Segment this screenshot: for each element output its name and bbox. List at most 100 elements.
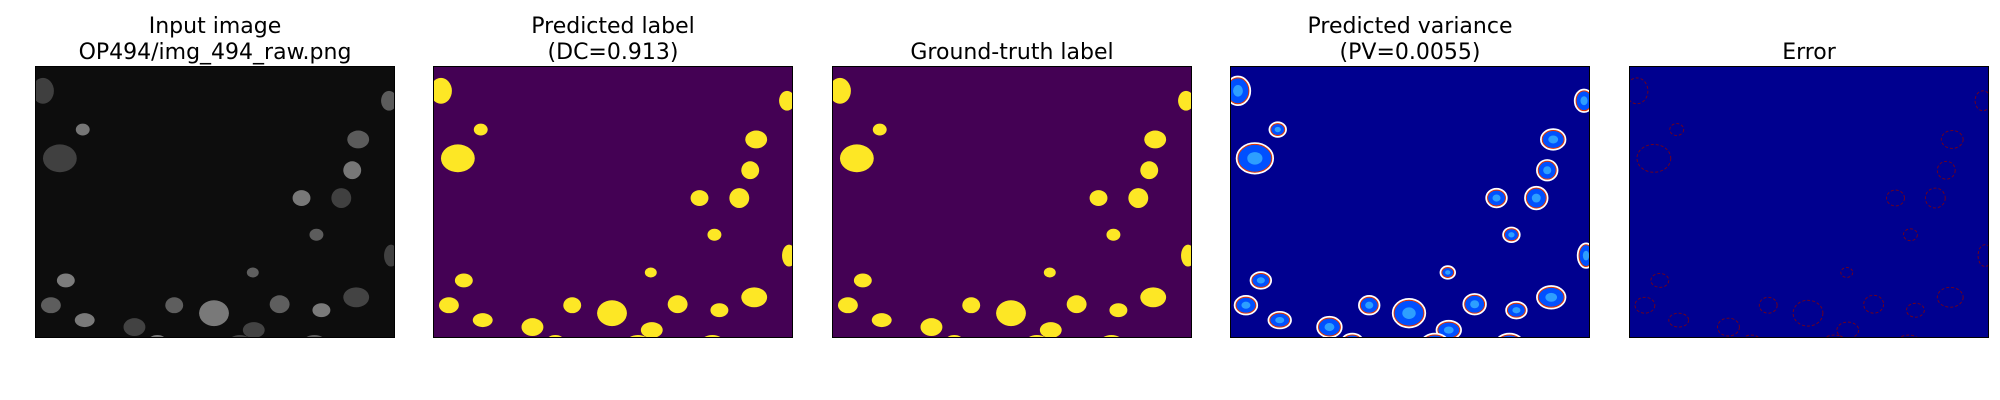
nucleus-mask: [1140, 161, 1159, 180]
variance-ring: [1423, 332, 1447, 337]
nucleus-blob: [269, 295, 290, 314]
variance-edge: [1426, 334, 1444, 337]
nucleus-mask: [1028, 335, 1045, 337]
title-line-2: OP494/img_494_raw.png: [78, 40, 352, 65]
nucleus-blob: [150, 335, 164, 337]
nucleus-mask: [1128, 188, 1149, 208]
nucleus-blob: [381, 90, 394, 111]
error-contour: [1863, 294, 1885, 314]
error-contour: [1977, 244, 1988, 267]
variance-core: [1324, 323, 1335, 332]
nucleus-mask: [1066, 295, 1087, 314]
nucleus-mask: [438, 297, 459, 314]
error-contour: [1974, 90, 1988, 112]
title-line-1: Predicted variance: [1307, 14, 1513, 39]
error-image: [1629, 66, 1989, 338]
nucleus-mask: [434, 77, 452, 104]
nucleus-mask: [667, 295, 688, 314]
predicted-label-canvas: [434, 67, 792, 337]
variance-edge: [1500, 334, 1519, 337]
title-line-1: Ground-truth label: [910, 40, 1114, 65]
variance-edge: [1270, 123, 1286, 136]
nucleus-mask: [707, 228, 722, 241]
nucleus-mask: [1181, 244, 1191, 267]
variance-edge: [1487, 189, 1506, 207]
error-contour: [1825, 334, 1843, 337]
nucleus-mask: [741, 161, 760, 180]
nucleus-mask: [1106, 228, 1121, 241]
error-contour: [1630, 77, 1649, 105]
variance-core: [1545, 292, 1558, 302]
variance-core: [1247, 152, 1263, 165]
variance-core: [1402, 307, 1416, 319]
panel-title-error: Error: [1629, 10, 1989, 66]
variance-edge: [1269, 312, 1291, 328]
variance-edge: [1235, 296, 1257, 314]
error-contour: [1668, 312, 1690, 328]
panel-title-predicted-label: Predicted label (DC=0.913): [433, 10, 793, 66]
nucleus-mask: [1140, 287, 1167, 308]
nucleus-mask: [710, 303, 729, 318]
nucleus-mask: [629, 335, 646, 337]
input-image-canvas: [36, 67, 394, 337]
error-contour: [1743, 334, 1759, 337]
variance-core: [1445, 270, 1451, 275]
nucleus-mask: [704, 335, 721, 337]
panel-title-predicted-variance: Predicted variance (PV=0.0055): [1230, 10, 1590, 66]
variance-edge: [1344, 334, 1360, 337]
input-image: [35, 66, 395, 338]
nucleus-mask: [440, 144, 475, 173]
nucleus-mask: [872, 123, 887, 136]
ground-truth-label-image: [832, 66, 1192, 338]
nucleus-mask: [1109, 303, 1128, 318]
nucleus-mask: [640, 322, 663, 337]
nucleus-blob: [309, 228, 324, 241]
error-contour: [1903, 228, 1918, 242]
nucleus-blob: [292, 190, 311, 206]
nucleus-mask: [597, 300, 627, 327]
ground-truth-label-canvas: [833, 67, 1191, 337]
variance-core: [1256, 277, 1265, 284]
nucleus-mask: [473, 123, 488, 136]
variance-core: [1275, 316, 1285, 324]
nucleus-mask: [1103, 335, 1120, 337]
nucleus-mask: [837, 297, 858, 314]
variance-core: [1470, 300, 1480, 309]
nucleus-blob: [306, 335, 323, 337]
variance-ring: [1342, 332, 1363, 337]
nucleus-mask: [690, 190, 709, 206]
nucleus-mask: [782, 244, 792, 267]
title-line-1: Predicted label: [531, 14, 695, 39]
nucleus-blob: [312, 303, 331, 318]
nucleus-blob: [246, 267, 259, 278]
nucleus-blob: [40, 297, 61, 314]
nucleus-mask: [563, 297, 582, 314]
error-contour: [1936, 286, 1964, 308]
predicted-variance-image: [1230, 66, 1590, 338]
nucleus-mask: [779, 90, 792, 111]
nucleus-mask: [729, 188, 750, 208]
variance-edge: [1575, 90, 1589, 112]
variance-core: [1548, 135, 1559, 144]
error-contour: [1840, 267, 1854, 278]
nucleus-mask: [996, 300, 1026, 327]
error-contour: [1669, 123, 1685, 136]
variance-core: [1531, 193, 1541, 203]
nucleus-mask: [745, 130, 768, 149]
error-contour: [1936, 160, 1956, 180]
variance-edge: [1506, 302, 1526, 318]
variance-core: [1508, 232, 1515, 238]
nucleus-mask: [472, 313, 493, 328]
variance-core: [1241, 301, 1251, 309]
nucleus-blob: [123, 318, 146, 337]
nucleus-blob: [36, 77, 54, 104]
nucleus-blob: [242, 322, 265, 337]
nucleus-blob: [347, 130, 370, 149]
variance-edge: [1359, 296, 1379, 314]
nucleus-mask: [1178, 90, 1191, 111]
error-contour: [1899, 334, 1918, 337]
nucleus-mask: [741, 287, 768, 308]
variance-edge: [1525, 187, 1547, 209]
error-contour: [1717, 317, 1740, 337]
